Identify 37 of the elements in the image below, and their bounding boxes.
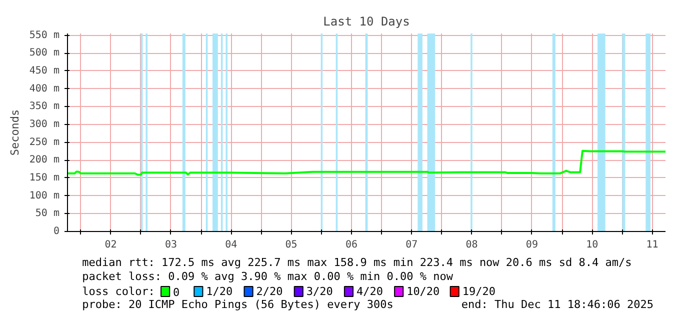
y-tick-label: 350 m (29, 101, 60, 112)
legend-label: 19/20 (462, 285, 496, 298)
y-tick-label: 550 m (29, 30, 60, 41)
text: packet loss: 0.09 % avg 3.90 % max 0.00 % min 0.00 % now (82, 270, 454, 283)
y-tick-label: 450 m (29, 65, 60, 76)
text: probe: 20 ICMP Echo Pings (56 Bytes) every 300s (82, 298, 394, 311)
x-tick-label: 11 (646, 240, 658, 250)
legend-label: 3/20 (306, 285, 333, 298)
x-tick-label: 08 (466, 240, 478, 250)
legend-label: 2/20 (256, 285, 283, 298)
y-tick-label: 400 m (29, 83, 60, 94)
y-tick-label: 0 (53, 226, 60, 237)
y-tick-label: 250 m (29, 136, 60, 148)
line-series (68, 150, 666, 176)
y-tick-label: 300 m (29, 118, 60, 130)
x-tick-label: 04 (225, 240, 238, 250)
y-tick-label: 50 m (35, 208, 60, 220)
x-tick-label: 09 (526, 240, 538, 250)
text: end: Thu Dec 11 18:46:06 2025 (461, 298, 654, 311)
legend-title: loss color: (82, 285, 155, 298)
legend-label: 1/20 (206, 285, 233, 298)
y-tick-label: 500 m (29, 48, 60, 59)
legend-label: 0 (173, 286, 180, 299)
legend-label: 4/20 (356, 285, 383, 298)
text: median rtt: 172.5 ms avg 225.7 ms max 158.9 ms min 223.4 ms now 20.6 ms sd 8.4 am/s (82, 256, 632, 269)
y-tick-label: 200 m (29, 154, 60, 166)
x-tick-label: 05 (285, 240, 298, 250)
chart-title: Last 10 Days (323, 14, 410, 28)
x-tick-label: 10 (586, 240, 598, 250)
y-tick-label: 150 m (29, 172, 60, 184)
x-tick-label: 07 (406, 240, 418, 250)
x-tick-label: 03 (164, 240, 178, 250)
legend-label: 10/20 (406, 285, 440, 298)
y-tick-label: 100 m (29, 190, 60, 202)
x-tick-label: 02 (104, 240, 117, 250)
y-axis-title: Seconds (8, 109, 22, 156)
x-tick-label: 06 (345, 240, 358, 250)
